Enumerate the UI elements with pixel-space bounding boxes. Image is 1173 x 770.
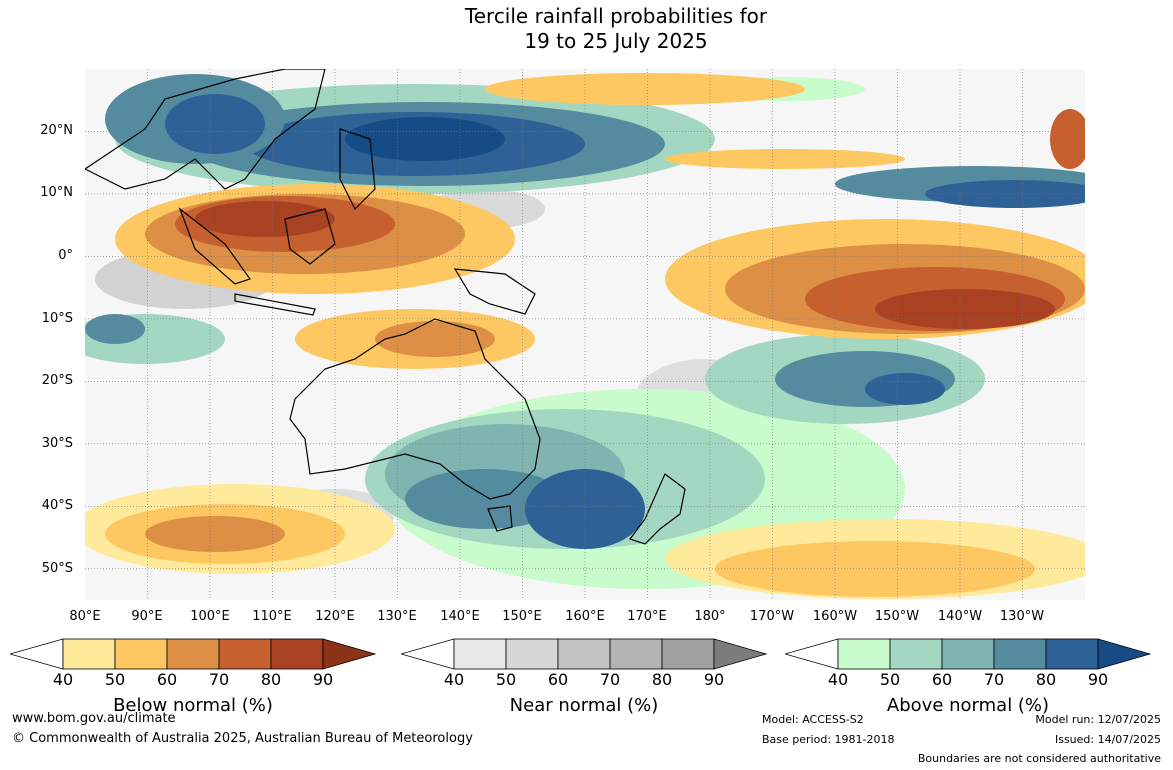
lon-label: 90°E [131, 609, 163, 624]
colorbar-segment [993, 638, 1047, 670]
lon-label: 100°E [190, 609, 230, 624]
colorbar-segment [218, 638, 272, 670]
lon-label: 130°E [377, 609, 417, 624]
colorbar-segment [166, 638, 220, 670]
coastlines [85, 69, 686, 545]
sumatra-outline [178, 207, 251, 285]
colorbar-below-normal [10, 638, 377, 670]
footer-copyright: © Commonwealth of Australia 2025, Austra… [12, 731, 473, 746]
footer-disclaimer: Boundaries are not considered authoritat… [917, 752, 1161, 765]
footer-model-run: Model run: 12/07/2025 [1035, 713, 1161, 726]
colorbar-tick-label: 50 [104, 670, 126, 689]
colorbar-tick-label: 60 [156, 670, 178, 689]
colorbar-segment [505, 638, 559, 670]
australia-outline [289, 318, 541, 500]
lat-label: 20°S [41, 373, 73, 388]
footer-issued: Issued: 14/07/2025 [1054, 733, 1161, 746]
lat-label: 20°N [40, 123, 73, 138]
map-title: Tercile rainfall probabilities for 19 to… [380, 4, 852, 54]
asia-mainland-outline [85, 69, 326, 190]
colorbar-title-near: Near normal (%) [509, 695, 659, 716]
colorbar-left-extension [10, 638, 64, 670]
lon-label: 80°E [69, 609, 101, 624]
footer-url: www.bom.gov.au/climate [12, 711, 176, 726]
colorbar-tick-label: 80 [651, 670, 673, 689]
colorbar-tick-label: 90 [703, 670, 725, 689]
new-zealand-outline [629, 473, 686, 545]
footer-model: Model: ACCESS-S2 [762, 713, 864, 726]
title-line-2: 19 to 25 July 2025 [524, 29, 708, 53]
colorbar-segment [889, 638, 943, 670]
lon-label: 170°E [627, 609, 667, 624]
lat-label: 50°S [41, 561, 73, 576]
colorbar-tick-label: 80 [1035, 670, 1057, 689]
borneo-outline [284, 208, 336, 265]
lon-label: 110°E [252, 609, 292, 624]
colorbar-tick-label: 60 [547, 670, 569, 689]
colorbar-tick-label: 40 [443, 670, 465, 689]
colorbar-segment [661, 638, 715, 670]
probability-map [85, 69, 1085, 600]
colorbar-segment [62, 638, 116, 670]
lon-label: 160°E [565, 609, 605, 624]
colorbar-tick-label: 40 [52, 670, 74, 689]
lon-label: 170°W [749, 609, 795, 624]
lon-label: 130°W [999, 609, 1045, 624]
colorbar-above-normal [785, 638, 1152, 670]
colorbar-segment [1045, 638, 1099, 670]
colorbar-left-extension [785, 638, 839, 670]
title-line-1: Tercile rainfall probabilities for [464, 4, 768, 28]
lat-label: 0° [58, 248, 73, 263]
lat-label: 40°S [41, 498, 73, 513]
colorbar-segment [453, 638, 507, 670]
colorbar-near-normal [401, 638, 768, 670]
lon-label: 140°W [937, 609, 983, 624]
new-guinea-outline [453, 268, 536, 315]
colorbar-segment [557, 638, 611, 670]
colorbar-tick-label: 50 [495, 670, 517, 689]
colorbar-tick-label: 80 [260, 670, 282, 689]
tasmania-outline [487, 505, 513, 532]
colorbar-tick-label: 70 [599, 670, 621, 689]
lon-label: 150°E [502, 609, 542, 624]
colorbar-segment [270, 638, 324, 670]
colorbar-right-extension [713, 638, 768, 670]
colorbar-right-extension [322, 638, 377, 670]
colorbar-tick-label: 90 [1087, 670, 1109, 689]
colorbar-tick-label: 70 [983, 670, 1005, 689]
colorbar-tick-label: 50 [879, 670, 901, 689]
colorbar-segment [609, 638, 663, 670]
colorbar-tick-label: 90 [312, 670, 334, 689]
colorbar-tick-label: 40 [827, 670, 849, 689]
lon-label: 140°E [440, 609, 480, 624]
footer-base-period: Base period: 1981-2018 [762, 733, 895, 746]
colorbar-title-below: Below normal (%) [113, 695, 273, 716]
lon-label: 150°W [874, 609, 920, 624]
colorbar-segment [114, 638, 168, 670]
colorbar-left-extension [401, 638, 455, 670]
lon-label: 180° [694, 609, 726, 624]
colorbar-segment [837, 638, 891, 670]
lat-label: 10°S [41, 311, 73, 326]
colorbar-tick-label: 70 [208, 670, 230, 689]
colorbar-tick-label: 60 [931, 670, 953, 689]
philippines-outline [339, 128, 376, 211]
lon-label: 120°E [315, 609, 355, 624]
java-outline [234, 293, 316, 316]
lat-label: 10°N [40, 185, 73, 200]
lon-label: 160°W [812, 609, 858, 624]
colorbar-title-above: Above normal (%) [886, 695, 1050, 716]
colorbar-right-extension [1097, 638, 1152, 670]
lat-label: 30°S [41, 436, 73, 451]
colorbar-segment [941, 638, 995, 670]
